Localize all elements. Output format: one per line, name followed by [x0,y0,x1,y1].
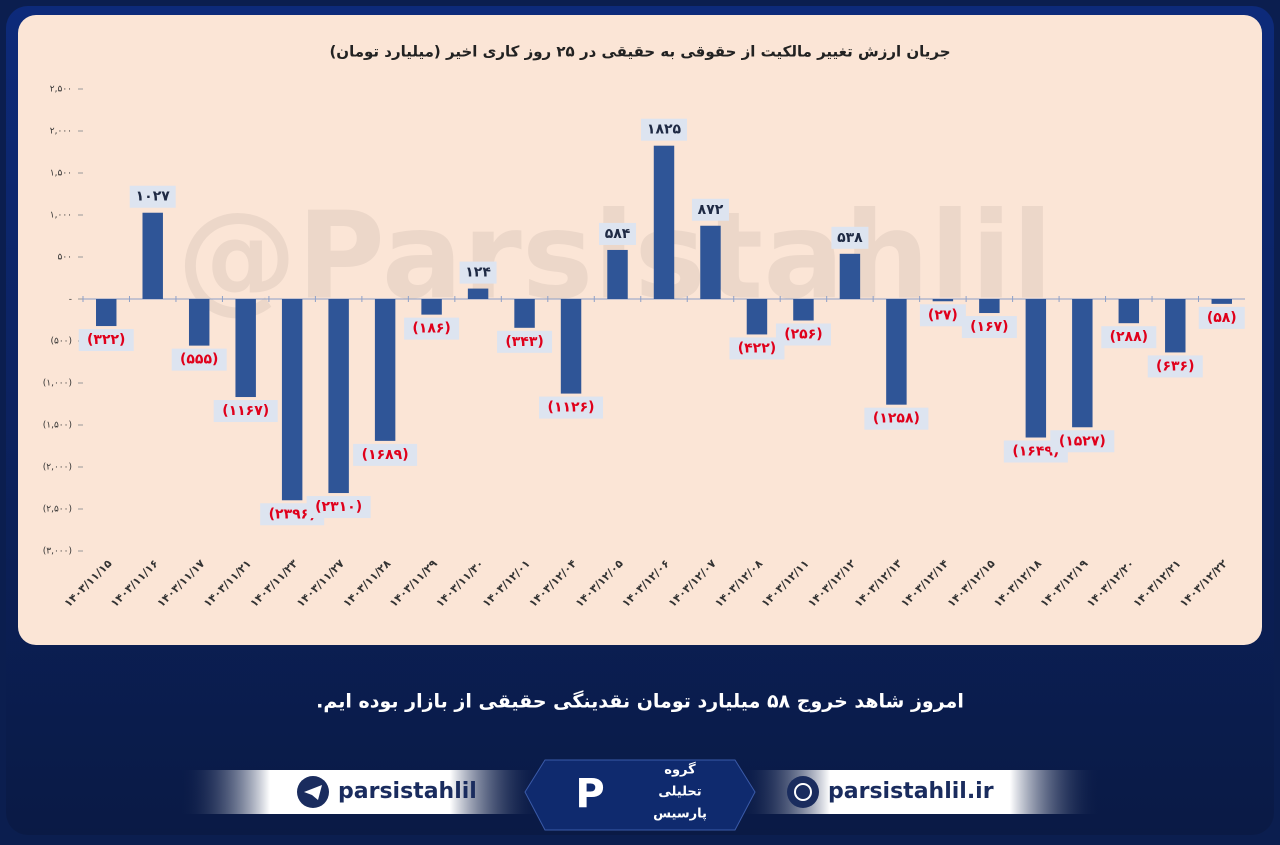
bar [1072,299,1093,428]
label-box [775,323,831,346]
data-label: ۱۰۲۷ [136,189,171,205]
bar [932,299,954,302]
logo-box [524,759,756,831]
y-tick-label: ۱,۰۰۰ [50,211,72,221]
data-label: (۱۶۷) [970,319,1008,335]
label-box [641,118,687,141]
label-box [306,496,371,519]
bar [1211,299,1232,304]
footer-pill [180,770,540,814]
label-box [1147,355,1203,378]
bar [96,299,117,327]
data-label: (۱۶۸۹) [362,447,409,463]
logo-mark: P [575,771,604,817]
bar [700,225,721,299]
label-box [459,261,497,284]
bar [142,212,163,299]
y-tick-label: ۲,۵۰۰ [50,85,72,95]
bar [374,299,396,441]
bar [281,299,303,501]
label-box [599,222,637,245]
data-label: (۳۴۳) [505,334,543,350]
data-label: (۲۳۱۰) [315,499,362,515]
data-label: ۸۷۲ [698,202,724,218]
data-label: (۶۳۶) [1156,358,1194,374]
data-label: (۱۵۲۷) [1059,433,1106,449]
data-label: ۵۸۴ [605,226,631,242]
data-label: (۱۲۵۸) [873,411,920,427]
bar [188,299,210,346]
y-tick-label: ۵۰۰ [57,253,72,263]
data-label: (۱۱۲۶) [548,400,595,416]
data-label: ۱۲۴ [465,265,491,281]
caption: امروز شاهد خروج ۵۸ میلیارد تومان نقدینگی… [316,690,964,713]
y-tick-label: (۱,۰۰۰) [43,379,72,389]
label-box [831,226,869,249]
chart-title: جریان ارزش تغییر مالکیت از حقوقی به حقیق… [329,43,950,61]
bar [328,299,349,494]
y-tick-label: (۲,۰۰۰) [43,463,72,473]
y-tick-label: (۵۰۰) [50,337,72,347]
y-tick-label: (۲,۵۰۰) [43,505,72,515]
data-label: (۱۱۶۷) [222,403,269,419]
label-box [78,329,134,352]
bar [467,288,489,299]
label-box [497,330,553,353]
label-box [171,348,227,371]
bar [1025,299,1047,438]
bar [560,299,582,394]
data-label: ۵۳۸ [837,230,863,246]
bar [886,299,907,405]
telegram-handle[interactable]: parsistahlil [338,779,477,804]
bar [839,253,861,299]
y-tick-label: ۱,۵۰۰ [50,169,72,179]
bar [653,145,675,299]
bar [235,299,256,398]
bar [514,299,535,328]
logo-text: پارسیس [653,807,707,822]
web-icon [787,776,819,808]
logo-text: گروه [664,762,696,778]
label-box [353,443,418,466]
label-box [404,317,460,340]
label-box [1101,326,1157,349]
data-label: (۲۸۸) [1110,329,1148,345]
label-box [1050,430,1115,453]
data-label: (۲۵۶) [784,327,822,343]
data-label: (۱۶۴۹) [1012,444,1059,460]
bar [746,299,768,335]
label-box [729,337,785,360]
bar [1165,299,1186,353]
website[interactable]: parsistahlil.ir [828,779,994,804]
label-box [129,185,176,208]
data-label: ۱۸۲۵ [647,122,682,138]
data-label: (۵۸) [1207,310,1237,326]
bar [1118,299,1140,324]
data-label: (۴۲۲) [738,340,776,356]
label-box [213,400,278,423]
telegram-glyph [304,785,322,800]
data-label: (۱۸۶) [412,321,450,337]
bar [421,299,442,315]
label-box [919,304,966,327]
label-box [961,316,1017,339]
y-tick-label: ۲,۰۰۰ [50,127,72,137]
label-box [1198,306,1245,329]
label-box [539,396,604,419]
label-box [864,407,929,430]
data-label: (۲۳۹۶) [269,506,316,522]
y-tick-label: (۳,۰۰۰) [43,547,72,557]
data-label: (۵۵۵) [180,352,218,368]
data-label: (۳۲۲) [87,332,125,348]
y-tick-label: (۱,۵۰۰) [43,421,72,431]
data-label: (۲۷) [928,307,958,323]
logo-text: تحلیلی [658,785,701,800]
bar [793,299,814,321]
y-tick-label: - [69,295,72,305]
bar [979,299,1000,314]
bar [607,249,628,299]
web-glyph [794,783,812,801]
label-box [691,198,729,221]
